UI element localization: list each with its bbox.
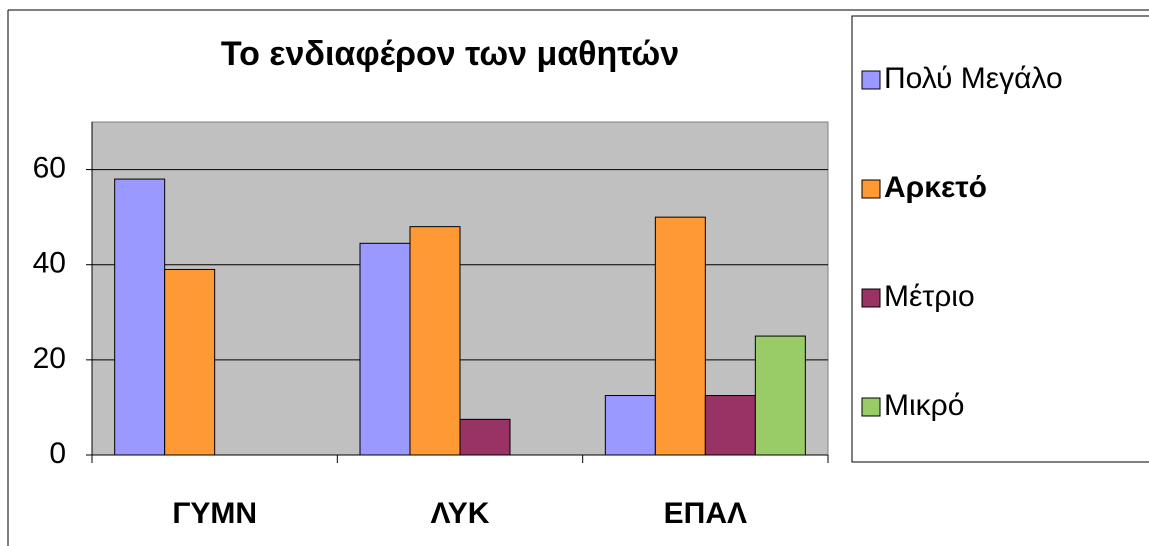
x-tick-label: ΓΥΜΝ [172,497,257,530]
bar [654,216,706,456]
legend [851,15,1149,463]
legend-label: Αρκετό [884,171,987,204]
legend-label: Μέτριο [884,280,975,313]
legend-label: Πολύ Μεγάλο [884,62,1063,95]
bar [164,268,216,456]
y-tick-label: 60 [33,151,66,184]
x-tick-label: ΛΥΚ [431,497,490,530]
legend-label: Μικρό [884,389,964,422]
legend-swatch [861,179,881,199]
bar [459,418,511,456]
x-tick-label: ΕΠΑΛ [664,497,747,530]
bar [409,226,461,456]
bar [704,395,756,456]
bar [114,178,166,456]
bar [754,335,806,456]
bar [604,395,656,456]
chart-title: Το ενδιαφέρον των μαθητών [221,35,679,73]
legend-swatch [861,288,881,308]
legend-swatch [861,397,881,417]
y-tick-label: 0 [49,437,66,470]
legend-swatch [861,70,881,90]
bar [359,242,411,456]
y-tick-label: 40 [33,247,66,280]
y-tick-label: 20 [33,342,66,375]
